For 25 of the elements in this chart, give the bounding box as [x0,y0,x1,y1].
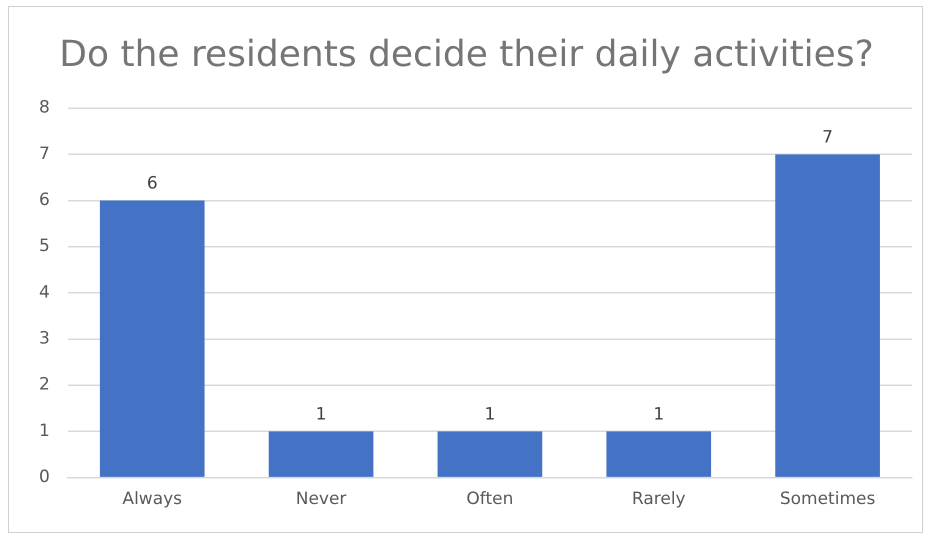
y-tick-label: 8 [38,98,50,118]
bar [438,431,542,477]
data-label: 7 [822,127,833,148]
data-label: 1 [484,404,496,424]
bar [775,154,880,477]
x-tick-label: Never [296,489,346,510]
x-tick-label: Sometimes [780,489,876,510]
x-tick-label: Rarely [632,489,686,510]
y-tick-label: 5 [38,236,50,256]
bar [100,200,205,477]
bar [268,431,374,477]
x-tick-label: Always [122,489,182,510]
chart-title: Do the residents decide their daily activities? [59,34,874,75]
y-tick-label: 2 [38,374,50,395]
data-label: 1 [316,404,326,424]
data-label: 1 [653,404,664,424]
y-tick-label: 7 [38,144,50,164]
y-tick-label: 6 [38,190,50,210]
x-tick-label: Often [466,489,514,510]
y-tick-label: 0 [38,467,50,488]
y-tick-label: 3 [38,328,50,348]
data-label: 6 [146,173,158,194]
bar [606,431,712,477]
y-tick-label: 1 [38,420,50,441]
y-tick-label: 4 [38,282,50,302]
